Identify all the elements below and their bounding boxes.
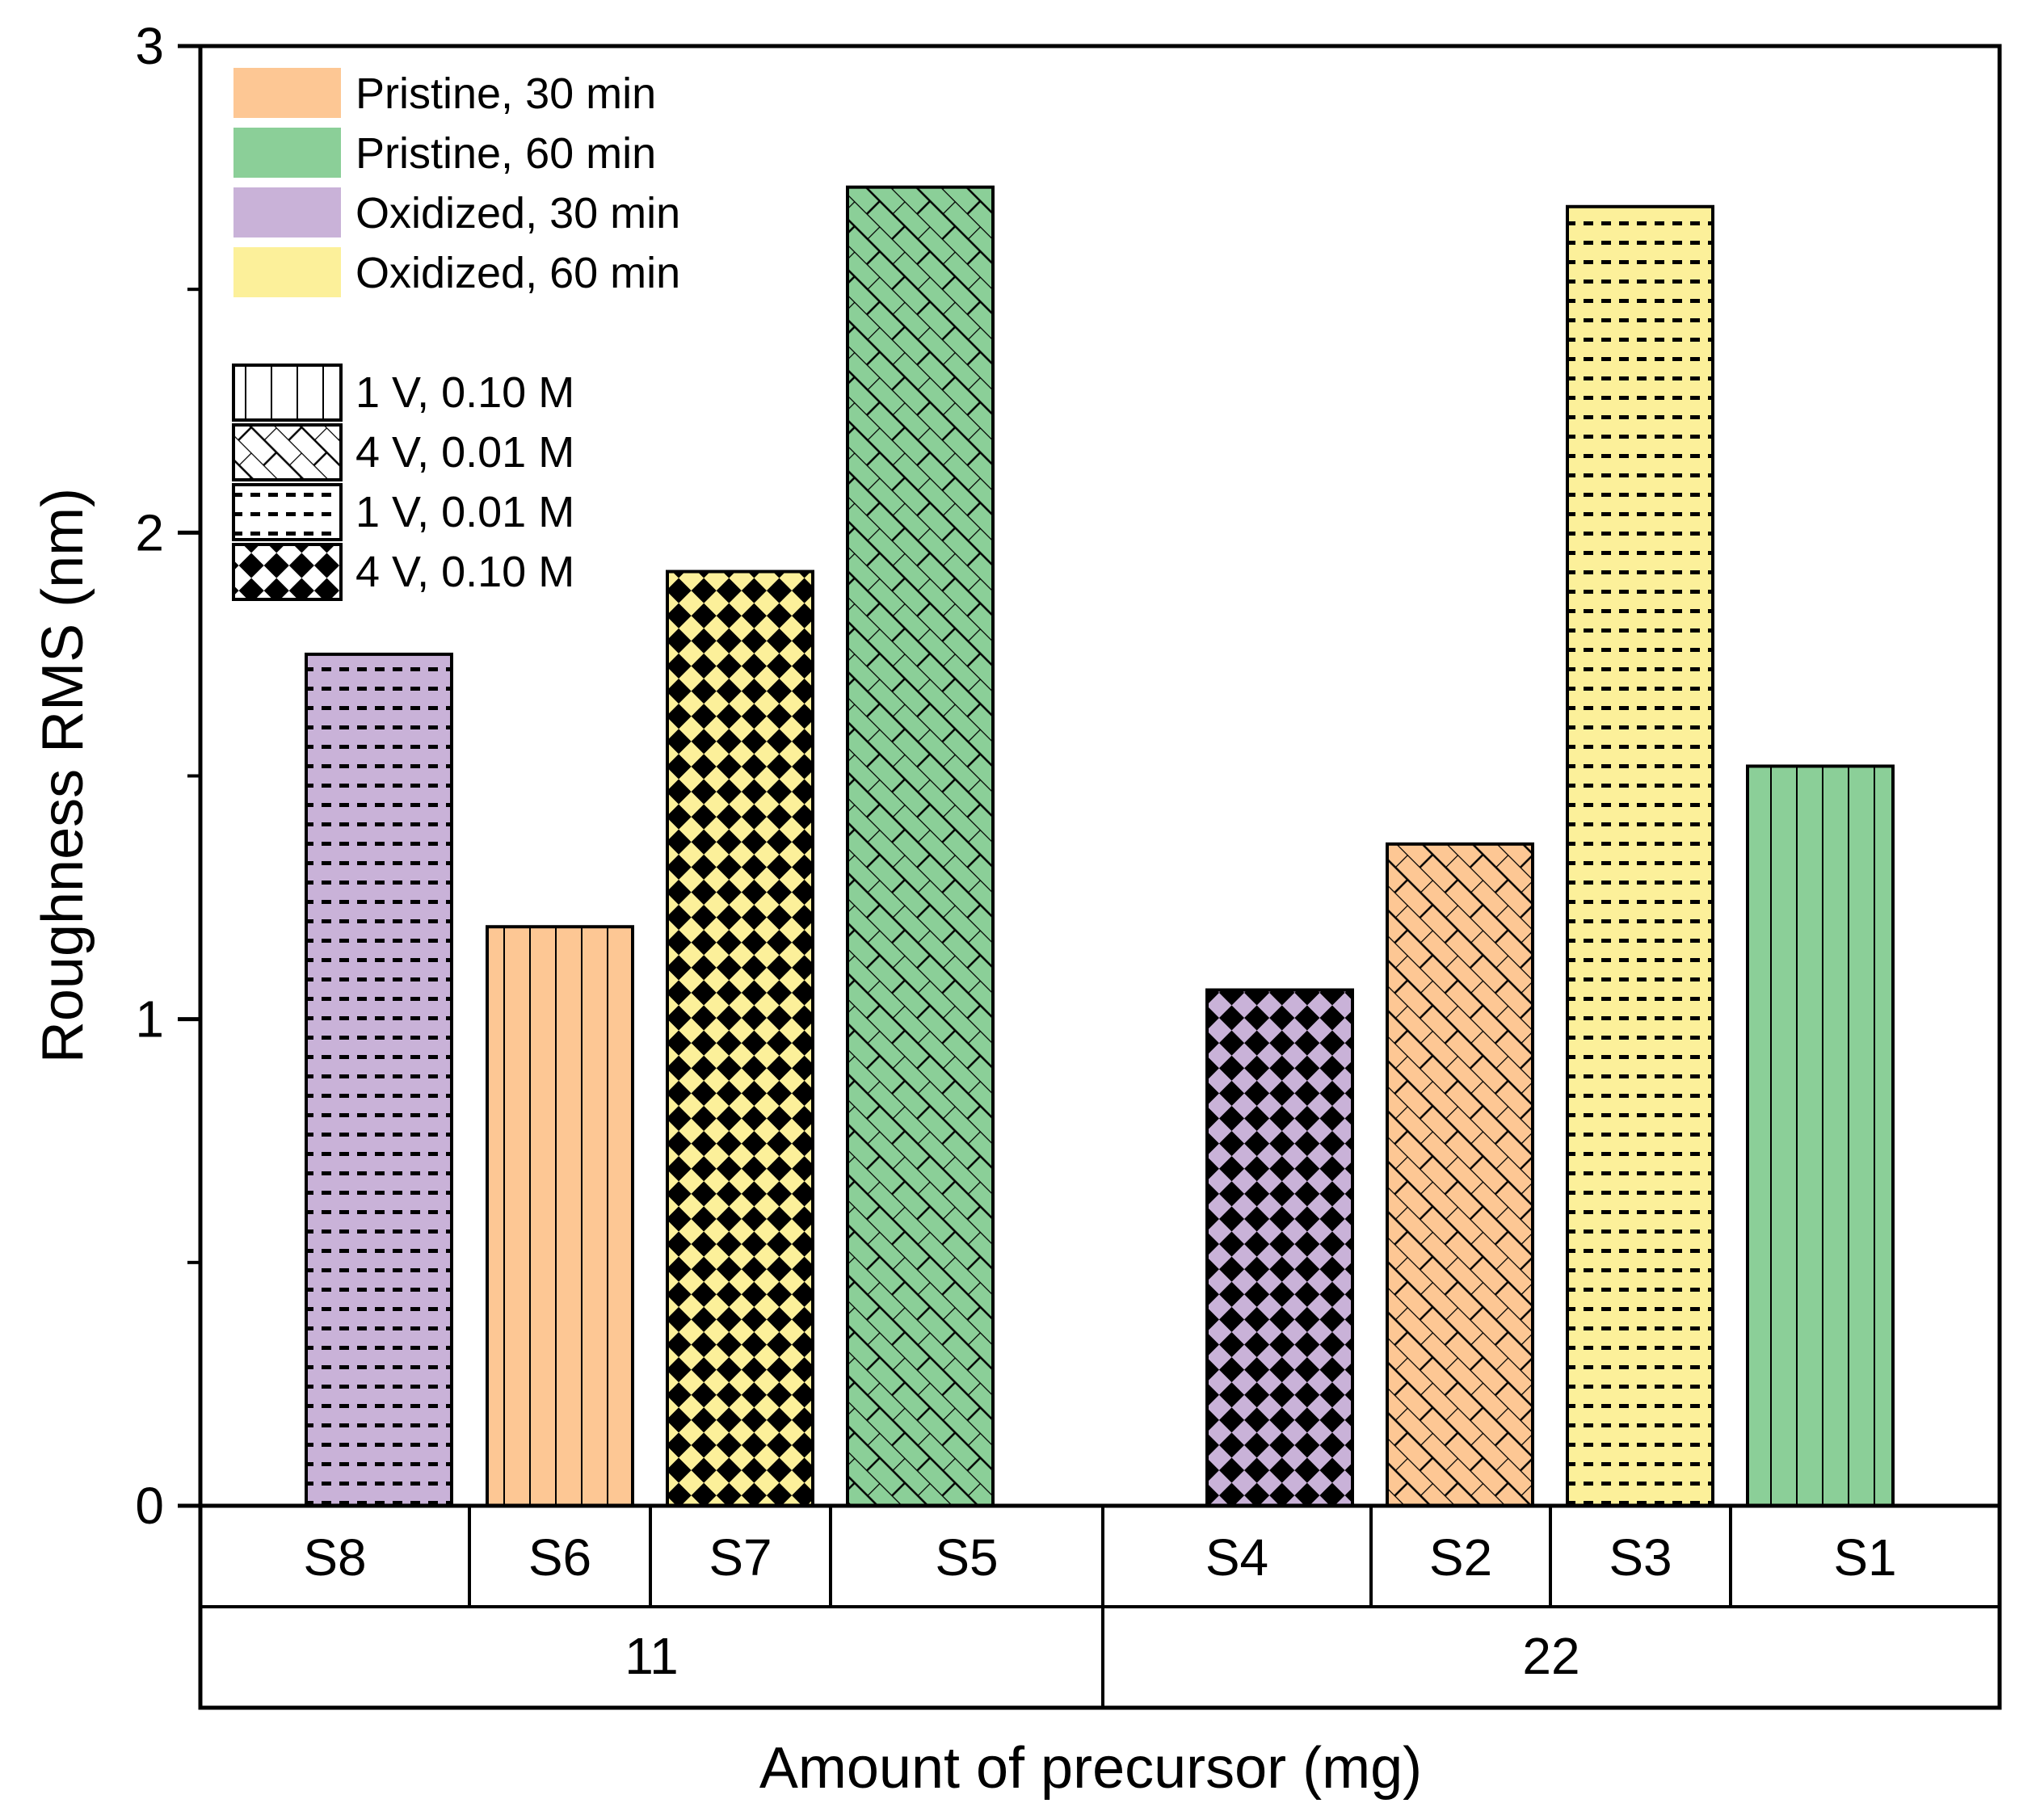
legend: Pristine, 30 min Pristine, 60 min Oxidized… [232,68,680,601]
group-label: 11 [625,1627,678,1685]
y-tick-label: 2 [135,503,164,561]
legend-item-pattern: 4 V, 0.01 M [232,423,574,481]
legend-item-pattern: 1 V, 0.10 M [232,364,574,422]
legend-swatch [232,543,343,601]
legend-item-pattern: 4 V, 0.10 M [232,543,574,601]
bar-s6 [486,925,634,1508]
y-axis: 0 1 2 3 [135,17,200,1535]
legend-label: Pristine, 60 min [355,129,656,178]
legend-swatch [232,364,343,422]
legend-swatch [233,68,341,118]
sample-label: S4 [1205,1528,1268,1587]
legend-label: Oxidized, 30 min [355,189,680,237]
legend-swatch [233,187,341,237]
bar-pattern [1746,764,1895,1507]
legend-item-color: Oxidized, 60 min [233,247,680,297]
category-axis: S8 S6 S7 S5 11 S4 S2 S3 S1 22 [198,1503,2002,1710]
sample-label: S6 [528,1528,591,1587]
legend-swatch [233,247,341,297]
legend-swatch [232,483,343,541]
bar-s3 [1566,204,1714,1507]
bar-s5 [846,185,995,1508]
sample-label: S1 [1833,1528,1896,1587]
bar-pattern [666,570,814,1507]
bars [305,185,1895,1508]
legend-item-color: Pristine, 60 min [233,128,656,178]
legend-swatch [233,128,341,178]
x-axis-title: Amount of precursor (mg) [759,1736,1422,1801]
group-label: 22 [1522,1627,1579,1685]
sample-label: S2 [1429,1528,1492,1587]
y-tick-label: 3 [135,17,164,75]
sample-label: S5 [935,1528,998,1587]
sample-label: S8 [303,1528,366,1587]
bar-pattern [305,652,453,1508]
legend-label: Pristine, 30 min [355,69,656,118]
bar-pattern [846,185,995,1508]
bar-s7 [666,570,814,1507]
bar-s8 [305,652,453,1508]
bar-s4 [1205,988,1354,1507]
sample-label: S3 [1609,1528,1672,1587]
y-tick-label: 1 [135,990,164,1049]
legend-item-pattern: 1 V, 0.01 M [232,483,574,541]
legend-label: 4 V, 0.01 M [355,428,574,477]
legend-item-color: Pristine, 30 min [233,68,656,118]
bar-pattern [1566,204,1714,1507]
bar-pattern [1205,988,1354,1507]
legend-label: 4 V, 0.10 M [355,548,574,596]
legend-item-color: Oxidized, 30 min [233,187,680,237]
y-tick-label: 0 [135,1477,164,1535]
sample-label: S7 [709,1528,772,1587]
bar-pattern [1386,842,1534,1507]
y-axis-title: Roughness RMS (nm) [31,488,95,1063]
legend-label: Oxidized, 60 min [355,249,680,297]
bar-s1 [1746,764,1895,1507]
legend-label: 1 V, 0.10 M [355,368,574,417]
bar-s2 [1386,842,1534,1507]
legend-label: 1 V, 0.01 M [355,488,574,536]
legend-swatch [232,423,343,481]
bar-pattern [486,925,634,1508]
